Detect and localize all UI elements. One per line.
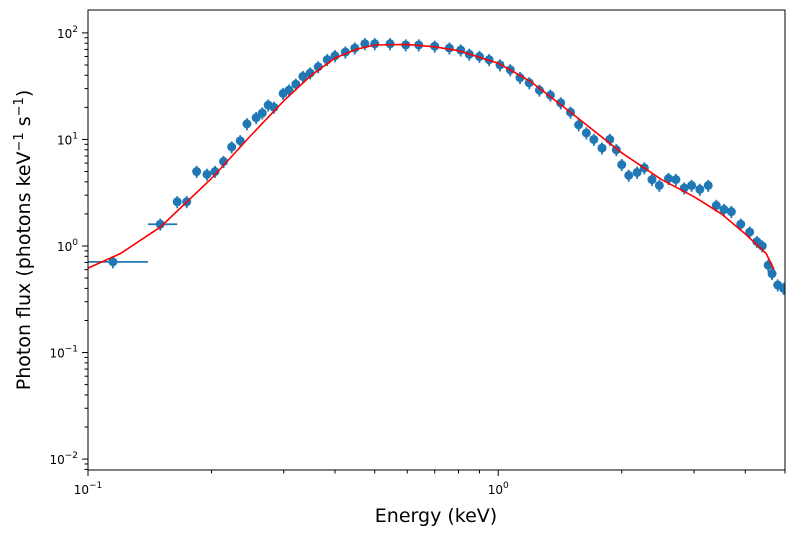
data-point (574, 119, 584, 132)
data-point (703, 179, 713, 192)
data-marker (671, 175, 681, 185)
data-marker (155, 219, 165, 229)
data-point (284, 84, 294, 97)
data-marker (385, 39, 395, 49)
data-marker (654, 180, 664, 190)
x-tick-label: 10−1 (74, 481, 103, 497)
data-marker (242, 119, 252, 129)
data-point (726, 206, 736, 219)
data-marker (108, 257, 118, 267)
data-point (242, 118, 252, 131)
data-marker (779, 283, 785, 293)
y-axis-label: Photon flux (photons keV−1 s−1) (12, 90, 35, 391)
data-marker (251, 113, 261, 123)
data-point (745, 226, 755, 239)
data-marker (227, 142, 237, 152)
data-point (515, 72, 525, 85)
data-marker (767, 269, 777, 279)
y-tick-label: 10−2 (49, 451, 78, 467)
data-marker (617, 160, 627, 170)
data-point (687, 179, 697, 192)
data-marker (202, 169, 212, 179)
data-point (647, 173, 657, 187)
data-point (251, 112, 261, 125)
data-marker (534, 85, 544, 95)
data-marker (711, 200, 721, 210)
x-axis-label: Energy (keV) (375, 505, 497, 527)
data-point (654, 179, 664, 192)
data-point (767, 268, 777, 281)
data-point (632, 166, 642, 179)
y-tick-label: 10−1 (49, 345, 78, 361)
data-point (671, 173, 681, 187)
data-point (202, 168, 212, 181)
data-point (617, 158, 627, 172)
data-marker (663, 173, 673, 183)
data-marker (695, 184, 705, 194)
data-marker (726, 207, 736, 217)
data-point (589, 133, 599, 146)
data-marker (597, 143, 607, 153)
data-point (624, 169, 634, 182)
data-marker (556, 98, 566, 108)
data-marker (235, 136, 245, 146)
y-tick-label: 100 (57, 238, 78, 254)
x-tick-label: 100 (488, 481, 509, 497)
data-marker (257, 108, 267, 118)
data-marker (574, 120, 584, 130)
data-point (779, 282, 785, 295)
data-marker (589, 134, 599, 144)
data-marker (298, 71, 308, 81)
data-marker (192, 167, 202, 177)
data-marker (284, 85, 294, 95)
data-marker (210, 167, 220, 177)
data-marker (745, 227, 755, 237)
data-point (172, 196, 182, 209)
data-point (524, 77, 534, 90)
data-point (581, 127, 591, 140)
plot-frame (87, 9, 786, 471)
data-marker (370, 39, 380, 49)
data-point (88, 256, 148, 269)
data-marker (632, 167, 642, 177)
data-marker (524, 78, 534, 88)
data-point (257, 107, 267, 120)
y-tick-label: 102 (57, 25, 78, 41)
y-tick-label: 101 (57, 131, 78, 147)
data-point (597, 142, 607, 155)
model-curve (88, 43, 775, 270)
data-marker (647, 175, 657, 185)
data-point (298, 70, 308, 83)
data-marker (581, 128, 591, 138)
data-point (695, 183, 705, 196)
data-point (235, 135, 245, 148)
plot-area (88, 10, 785, 470)
data-point (210, 165, 220, 178)
data-marker (703, 180, 713, 190)
data-marker (515, 73, 525, 83)
data-point (736, 218, 746, 231)
data-point (192, 165, 202, 178)
data-point (227, 141, 237, 154)
data-marker (719, 205, 729, 215)
data-marker (172, 197, 182, 207)
data-marker (736, 219, 746, 229)
data-marker (687, 180, 697, 190)
data-marker (291, 79, 301, 89)
data-point (719, 203, 729, 216)
data-marker (624, 170, 634, 180)
